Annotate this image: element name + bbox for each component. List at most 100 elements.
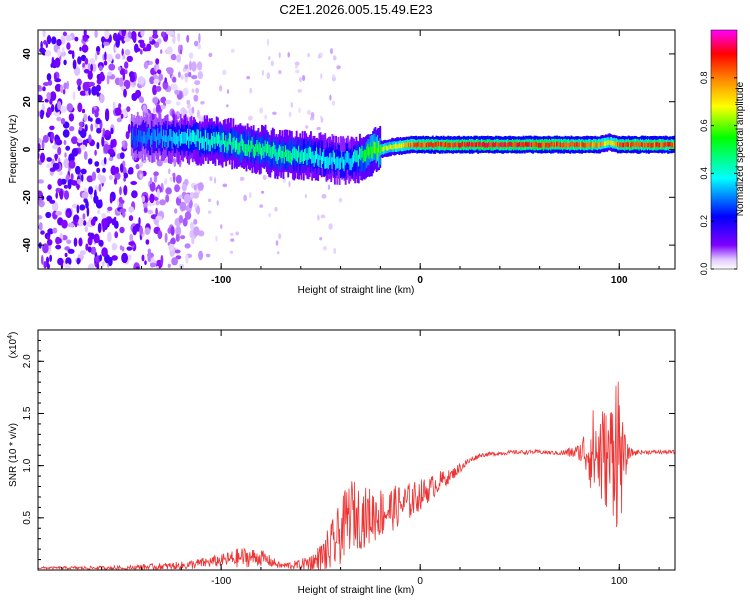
noise-cell — [165, 99, 172, 105]
ridge-cell — [478, 142, 481, 147]
noise-cell — [66, 42, 71, 50]
ridge-cell — [134, 136, 137, 149]
noise-cell — [198, 230, 205, 237]
ridge-cell — [539, 142, 542, 148]
noise-cell — [174, 249, 181, 254]
ridge-cell — [355, 149, 358, 176]
noise-cell — [77, 56, 82, 65]
ridge-cell — [224, 140, 226, 153]
noise-cell — [115, 37, 120, 48]
ridge-cell — [370, 146, 373, 159]
noise-cell — [75, 165, 81, 175]
noise-cell — [145, 239, 150, 245]
noise-cell — [176, 226, 180, 235]
ridge-cell — [603, 141, 606, 146]
noise-cell — [46, 262, 50, 268]
noise-cell — [60, 178, 67, 185]
ridge-cell — [263, 146, 266, 158]
noise-cell — [55, 211, 63, 216]
colorbar: 0.0 0.2 0.4 0.6 0.8 Normalized spectral ampl… — [699, 29, 746, 275]
ridge-cell — [277, 148, 280, 161]
noise-cell — [108, 63, 116, 71]
noise-cell — [180, 74, 184, 80]
ridge-cell — [541, 142, 544, 148]
ridge-cell — [150, 135, 152, 148]
noise-cell — [77, 138, 83, 144]
ridge-cell — [559, 142, 562, 148]
ridge-cell — [262, 143, 265, 156]
noise-cell — [155, 85, 162, 92]
ridge-cell — [293, 146, 296, 159]
bottom-x-tick-label: 0 — [417, 576, 423, 587]
noise-cell — [74, 221, 78, 228]
ridge-cell — [284, 145, 287, 158]
ridge-cell — [632, 141, 635, 147]
ridge-cell — [411, 141, 414, 147]
noise-cell — [328, 223, 333, 230]
ridge-cell — [480, 142, 483, 148]
noise-cell — [127, 123, 131, 134]
ridge-cell — [382, 146, 385, 152]
ridge-cell — [665, 142, 668, 148]
ridge-cell — [456, 142, 459, 147]
noise-cell — [54, 83, 62, 92]
noise-cell — [94, 149, 97, 156]
ridge-cell — [510, 142, 513, 147]
noise-cell — [57, 146, 62, 156]
colorbar-tick-label: 0.4 — [699, 167, 709, 180]
ridge-cell — [227, 138, 230, 151]
noise-cell — [123, 172, 129, 179]
ridge-cell — [348, 152, 351, 165]
noise-cell — [333, 247, 337, 254]
ridge-cell — [142, 131, 145, 144]
ridge-cell — [565, 142, 568, 148]
ridge-cell — [245, 130, 248, 157]
noise-cell — [87, 246, 92, 253]
ridge-cell — [212, 136, 214, 148]
noise-cell — [66, 239, 72, 245]
noise-cell — [63, 184, 68, 189]
ridge-cell — [264, 140, 267, 153]
noise-cell — [60, 105, 67, 113]
noise-cell — [135, 266, 140, 269]
snr-background — [38, 330, 675, 570]
noise-cell — [152, 33, 159, 39]
ridge-cell — [646, 142, 649, 148]
chart-title: C2E1.2026.005.15.49.E23 — [279, 2, 432, 17]
ridge-cell — [552, 142, 555, 148]
ridge-cell — [442, 142, 445, 148]
ridge-cell — [200, 130, 202, 157]
ridge-cell — [452, 142, 454, 148]
noise-cell — [77, 178, 81, 185]
noise-cell — [209, 176, 213, 182]
noise-cell — [191, 61, 197, 72]
noise-cell — [39, 195, 42, 203]
ridge-cell — [316, 147, 318, 174]
ridge-cell — [470, 142, 472, 148]
noise-cell — [40, 152, 45, 163]
noise-cell — [84, 124, 88, 132]
ridge-cell — [435, 141, 438, 147]
ridge-cell — [584, 142, 587, 148]
noise-cell — [132, 81, 137, 86]
ridge-cell — [239, 140, 242, 153]
noise-cell — [171, 84, 178, 91]
noise-cell — [126, 55, 133, 63]
noise-cell — [122, 71, 126, 81]
noise-cell — [110, 139, 114, 149]
y-multiplier-exponent: 4 — [7, 335, 14, 339]
noise-cell — [49, 199, 56, 204]
noise-cell — [127, 169, 134, 175]
ridge-cell — [188, 136, 191, 149]
ridge-cell — [361, 145, 364, 158]
ridge-cell — [612, 141, 615, 146]
noise-cell — [129, 71, 135, 79]
ridge-cell — [453, 142, 456, 148]
ridge-cell — [669, 141, 672, 147]
noise-cell — [74, 36, 79, 42]
ridge-cell — [643, 142, 646, 147]
ridge-cell — [176, 132, 179, 145]
ridge-cell — [247, 139, 250, 152]
noise-cell — [216, 200, 219, 206]
